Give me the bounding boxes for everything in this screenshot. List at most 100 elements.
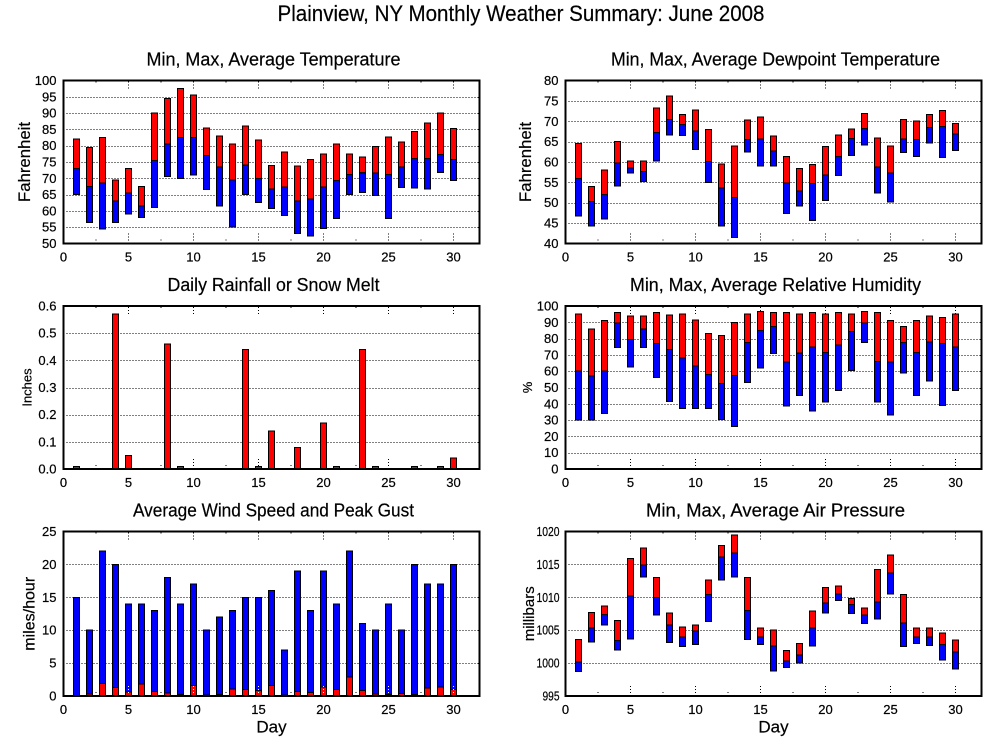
svg-text:10: 10 xyxy=(186,702,200,717)
svg-text:20: 20 xyxy=(42,557,56,572)
svg-text:5: 5 xyxy=(627,475,634,490)
svg-text:20: 20 xyxy=(316,250,330,265)
svg-text:15: 15 xyxy=(753,702,767,717)
svg-text:25: 25 xyxy=(381,250,395,265)
svg-text:65: 65 xyxy=(544,134,558,149)
svg-text:75: 75 xyxy=(42,155,56,170)
svg-text:25: 25 xyxy=(883,475,897,490)
svg-text:5: 5 xyxy=(125,475,132,490)
svg-text:80: 80 xyxy=(544,73,558,88)
svg-text:0: 0 xyxy=(60,702,67,717)
svg-text:20: 20 xyxy=(544,429,558,444)
svg-text:Fahrenheit: Fahrenheit xyxy=(15,122,34,202)
svg-text:40: 40 xyxy=(544,236,558,251)
svg-text:45: 45 xyxy=(544,216,558,231)
svg-text:60: 60 xyxy=(544,364,558,379)
svg-text:10: 10 xyxy=(688,702,702,717)
svg-text:20: 20 xyxy=(818,702,832,717)
svg-text:55: 55 xyxy=(544,175,558,190)
svg-text:0.2: 0.2 xyxy=(38,407,56,422)
svg-text:15: 15 xyxy=(251,702,265,717)
svg-text:Min, Max, Average Temperature: Min, Max, Average Temperature xyxy=(147,50,401,70)
svg-text:30: 30 xyxy=(544,413,558,428)
svg-text:995: 995 xyxy=(543,689,560,704)
svg-text:0: 0 xyxy=(562,702,569,717)
svg-text:15: 15 xyxy=(753,475,767,490)
svg-text:10: 10 xyxy=(688,250,702,265)
svg-text:15: 15 xyxy=(753,250,767,265)
svg-text:Min, Max, Average Dewpoint Tem: Min, Max, Average Dewpoint Temperature xyxy=(611,50,940,70)
svg-text:0: 0 xyxy=(49,689,56,704)
svg-text:25: 25 xyxy=(381,475,395,490)
svg-text:0.4: 0.4 xyxy=(38,353,56,368)
svg-text:0: 0 xyxy=(562,475,569,490)
svg-text:30: 30 xyxy=(948,702,962,717)
svg-text:60: 60 xyxy=(42,203,56,218)
svg-text:1015: 1015 xyxy=(537,557,560,572)
svg-text:70: 70 xyxy=(544,114,558,129)
svg-text:75: 75 xyxy=(544,93,558,108)
svg-text:0.6: 0.6 xyxy=(38,299,56,314)
svg-text:5: 5 xyxy=(125,702,132,717)
svg-text:30: 30 xyxy=(446,702,460,717)
svg-text:10: 10 xyxy=(688,475,702,490)
svg-text:Min, Max, Average Relative Hum: Min, Max, Average Relative Humidity xyxy=(630,275,921,295)
svg-text:30: 30 xyxy=(446,475,460,490)
svg-text:0: 0 xyxy=(60,250,67,265)
svg-text:40: 40 xyxy=(544,396,558,411)
svg-text:0.5: 0.5 xyxy=(38,326,56,341)
svg-text:0: 0 xyxy=(60,475,67,490)
svg-text:80: 80 xyxy=(42,138,56,153)
svg-text:30: 30 xyxy=(948,475,962,490)
svg-text:Min, Max, Average Air Pressure: Min, Max, Average Air Pressure xyxy=(646,501,905,521)
svg-text:25: 25 xyxy=(42,524,56,539)
svg-text:90: 90 xyxy=(42,106,56,121)
svg-text:0.1: 0.1 xyxy=(38,434,56,449)
svg-text:20: 20 xyxy=(818,475,832,490)
svg-text:1005: 1005 xyxy=(537,623,560,638)
svg-text:Average Wind Speed and Peak Gu: Average Wind Speed and Peak Gust xyxy=(133,501,414,521)
svg-text:%: % xyxy=(520,381,535,393)
svg-text:Day: Day xyxy=(758,718,789,737)
svg-text:25: 25 xyxy=(883,702,897,717)
svg-text:1010: 1010 xyxy=(537,590,560,605)
svg-text:0: 0 xyxy=(562,250,569,265)
svg-text:miles/hour: miles/hour xyxy=(22,576,39,651)
svg-text:30: 30 xyxy=(948,250,962,265)
svg-text:20: 20 xyxy=(316,702,330,717)
svg-text:10: 10 xyxy=(42,623,56,638)
svg-text:10: 10 xyxy=(186,475,200,490)
svg-text:0.3: 0.3 xyxy=(38,380,56,395)
svg-text:100: 100 xyxy=(35,73,57,88)
svg-text:80: 80 xyxy=(544,331,558,346)
svg-text:50: 50 xyxy=(42,236,56,251)
svg-text:1000: 1000 xyxy=(537,656,560,671)
svg-text:55: 55 xyxy=(42,220,56,235)
svg-text:70: 70 xyxy=(42,171,56,186)
svg-text:10: 10 xyxy=(544,445,558,460)
svg-text:Fahrenheit: Fahrenheit xyxy=(516,122,535,202)
svg-text:30: 30 xyxy=(446,250,460,265)
svg-text:Daily Rainfall or Snow Melt: Daily Rainfall or Snow Melt xyxy=(168,275,380,295)
svg-text:5: 5 xyxy=(627,250,634,265)
svg-text:10: 10 xyxy=(186,250,200,265)
svg-text:100: 100 xyxy=(537,299,559,314)
svg-text:5: 5 xyxy=(49,656,56,671)
svg-text:5: 5 xyxy=(627,702,634,717)
svg-text:25: 25 xyxy=(883,250,897,265)
svg-text:Plainview, NY Monthly Weather: Plainview, NY Monthly Weather Summary: J… xyxy=(278,1,765,26)
svg-text:0: 0 xyxy=(551,462,558,477)
svg-text:1020: 1020 xyxy=(537,524,560,539)
svg-text:95: 95 xyxy=(42,89,56,104)
svg-text:85: 85 xyxy=(42,122,56,137)
svg-text:50: 50 xyxy=(544,195,558,210)
svg-text:65: 65 xyxy=(42,187,56,202)
svg-text:25: 25 xyxy=(381,702,395,717)
svg-text:5: 5 xyxy=(125,250,132,265)
svg-text:millibars: millibars xyxy=(521,586,538,641)
svg-text:Day: Day xyxy=(256,718,287,737)
svg-text:70: 70 xyxy=(544,347,558,362)
svg-text:20: 20 xyxy=(818,250,832,265)
svg-text:90: 90 xyxy=(544,315,558,330)
svg-text:15: 15 xyxy=(251,475,265,490)
